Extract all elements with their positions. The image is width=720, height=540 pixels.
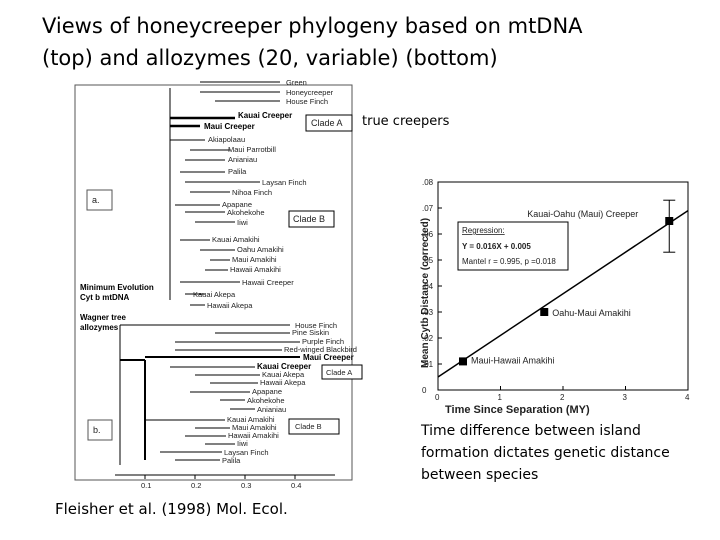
tree-a-taxon-12: Akohekohe [227, 208, 265, 217]
tree-a-taxon-13: Iiwi [237, 218, 248, 227]
tree-a-panel-box [86, 189, 113, 211]
tree-b-taxon-8: Apapane [252, 387, 282, 396]
x-tick-label: 1 [498, 393, 503, 402]
data-point-label: Kauai-Oahu (Maui) Creeper [527, 209, 638, 219]
tree-b-taxon-11: Kauai Amakihi [227, 415, 275, 424]
x-tick-label: 0 [435, 393, 440, 402]
tree-b-panel-box [87, 419, 113, 441]
tree-b [115, 324, 335, 479]
tree-a-method-1: Minimum Evolution [80, 283, 154, 292]
tree-b-clade-a-box [321, 364, 363, 380]
data-point [459, 357, 467, 366]
tree-b-taxon-2: Purple Finch [302, 337, 344, 346]
tree-a-method-2: Cyt b mtDNA [80, 293, 130, 302]
tree-b-taxon-16: Palila [222, 456, 241, 465]
y-tick-label: .04 [422, 282, 434, 291]
tree-b-taxon-0: House Finch [295, 321, 337, 330]
x-tick-label: 2 [560, 393, 565, 402]
y-tick-label: .02 [422, 334, 434, 343]
regression-line [437, 209, 689, 378]
y-tick-label: .01 [422, 360, 434, 369]
chart-ylabel: Mean Cytb Distance (corrected) [420, 218, 431, 368]
tree-a-taxon-14: Kauai Amakihi [212, 235, 260, 244]
tree-a-taxon-18: Hawaii Creeper [242, 278, 294, 287]
caption: Time difference between island formation… [421, 423, 670, 483]
tree-b-clade-b-box [288, 418, 340, 435]
tree-a-taxon-20: Hawaii Akepa [207, 301, 253, 310]
x-tick-label: 4 [685, 393, 690, 402]
tree-a-taxon-17: Hawaii Amakihi [230, 265, 281, 274]
title-line-2: (top) and allozymes (20, variable) (bott… [42, 46, 498, 70]
tree-b-taxon-7: Hawaii Akepa [260, 378, 306, 387]
x-tick-label: 3 [623, 393, 628, 402]
tree-b-taxon-10: Anianiau [257, 405, 286, 414]
tree-a-clade-a-label: Clade A [311, 118, 343, 128]
regression-legend-title: Regression: [462, 226, 505, 235]
phylogeny-frame [74, 84, 353, 481]
tree-a-taxon-1: Honeycreeper [286, 88, 334, 97]
tree-a-taxon-10: Nihoa Finch [232, 188, 272, 197]
tree-b-taxon-12: Maui Amakihi [232, 423, 277, 432]
tree-b-method-2: allozymes [80, 323, 119, 332]
data-point-label: Maui-Hawaii Amakihi [471, 355, 555, 365]
regression-legend-mantel: Mantel r = 0.995, p =0.018 [462, 257, 556, 266]
data-point [540, 308, 549, 316]
tree-a-clade-b-label: Clade B [293, 214, 325, 224]
tree-a-taxon-6: Maui Parrotbill [228, 145, 276, 154]
tree-a [169, 81, 280, 306]
regression-legend-equation: Y = 0.016X + 0.005 [462, 242, 531, 251]
chart-xlabel: Time Since Separation (MY) [445, 404, 590, 416]
distance-chart: Time Since Separation (MY) Mean Cytb Dis… [420, 178, 690, 416]
tree-b-scale-tick-3: 0.3 [241, 481, 251, 490]
tree-a-taxon-9: Laysan Finch [262, 178, 307, 187]
tree-b-taxon-6: Kauai Akepa [262, 370, 305, 379]
tree-a-clade-b-box [288, 210, 335, 228]
y-tick-label: .05 [422, 256, 434, 265]
title-line-1: Views of honeycreeper phylogeny based on… [42, 14, 583, 38]
tree-b-taxon-9: Akohekohe [247, 396, 285, 405]
tree-a-taxon-3: Kauai Creeper [238, 111, 292, 120]
tree-b-taxon-13: Hawaii Amakihi [228, 431, 279, 440]
regression-legend-box [457, 221, 569, 271]
tree-a-taxon-11: Apapane [222, 200, 252, 209]
tree-a-taxon-15: Oahu Amakihi [237, 245, 284, 254]
tree-a-taxon-8: Palila [228, 167, 247, 176]
tree-b-clade-a-label: Clade A [326, 368, 352, 377]
tree-b-taxon-3: Red-winged Blackbird [284, 345, 357, 354]
tree-b-scale-tick-1: 0.1 [141, 481, 151, 490]
tree-a-labels: Green Honeycreeper House Finch Kauai Cre… [193, 78, 334, 310]
tree-a-panel-label: a. [92, 195, 100, 205]
tree-b-panel-label: b. [93, 425, 101, 435]
true-creepers-note: true creepers [362, 114, 450, 129]
tree-a-taxon-4: Maui Creeper [204, 122, 255, 131]
tree-b-clade-b-label: Clade B [295, 422, 322, 431]
tree-b-scale-tick-4: 0.4 [291, 481, 301, 490]
y-tick-label: .06 [422, 230, 434, 239]
tree-a-clade-a-box [305, 114, 353, 132]
tree-a-taxon-7: Anianiau [228, 155, 257, 164]
tree-a-taxon-0: Green [286, 78, 307, 87]
tree-b-taxon-14: Iiwi [237, 439, 248, 448]
tree-b-taxon-1: Pine Siskin [292, 328, 329, 337]
tree-b-method-1: Wagner tree [80, 313, 126, 322]
tree-b-scale-tick-2: 0.2 [191, 481, 201, 490]
citation: Fleisher et al. (1998) Mol. Ecol. [55, 500, 288, 518]
tree-a-taxon-2: House Finch [286, 97, 328, 106]
y-tick-label: .03 [422, 308, 434, 317]
data-point [665, 217, 674, 225]
tree-a-taxon-16: Maui Amakihi [232, 255, 277, 264]
tree-a-taxon-19: Kauai Akepa [193, 290, 236, 299]
y-tick-label: 0 [422, 386, 427, 395]
tree-a-taxon-5: Akiapolaau [208, 135, 245, 144]
data-point-label: Oahu-Maui Amakihi [552, 308, 631, 318]
tree-b-taxon-4: Maui Creeper [303, 353, 354, 362]
tree-b-taxon-15: Laysan Finch [224, 448, 269, 457]
slide-title: Views of honeycreeper phylogeny based on… [42, 10, 583, 74]
tree-b-labels: House Finch Pine Siskin Purple Finch Red… [222, 321, 357, 465]
tree-b-taxon-5: Kauai Creeper [257, 362, 311, 371]
y-tick-label: .07 [422, 204, 434, 213]
y-tick-label: .08 [422, 178, 434, 187]
